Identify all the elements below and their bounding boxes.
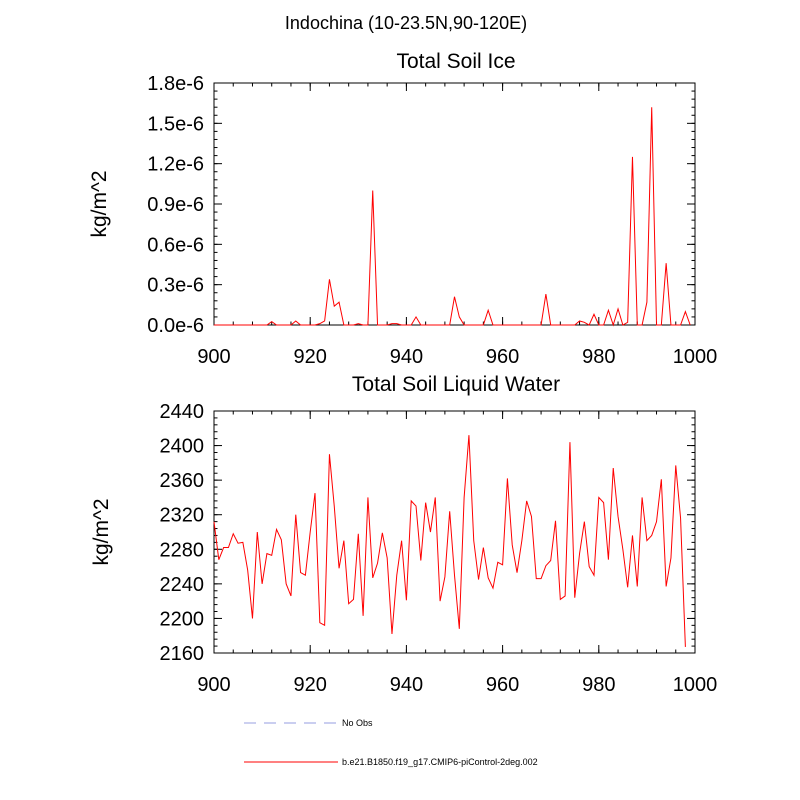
- soil-ice-x-tick-label: 1000: [673, 346, 718, 368]
- soil-ice-x-tick-label: 940: [390, 346, 423, 368]
- soil-liquid-water-series-line: [213, 435, 686, 647]
- soil-ice-x-tick-label: 980: [582, 346, 615, 368]
- soil-ice-y-tick-label: 0.9e-6: [147, 194, 204, 216]
- soil-liquid-water-y-tick-label: 2160: [160, 643, 205, 665]
- figure-title: Indochina (10-23.5N,90-120E): [285, 13, 527, 33]
- soil-liquid-water-x-tick-label: 940: [390, 674, 423, 696]
- soil-ice-y-tick-label: 1.8e-6: [147, 73, 204, 95]
- soil-liquid-water-y-tick-label: 2200: [160, 608, 205, 630]
- soil-liquid-water-y-tick-label: 2440: [160, 401, 205, 423]
- soil-ice-x-tick-label: 920: [294, 346, 327, 368]
- soil-liquid-water-y-tick-label: 2320: [160, 505, 205, 527]
- soil-liquid-water-plot-frame: [213, 410, 696, 654]
- soil-liquid-water-y-tick-label: 2240: [160, 574, 205, 596]
- soil-ice-y-tick-label: 0.3e-6: [147, 275, 204, 297]
- soil-ice-ylabel: kg/m^2: [88, 170, 111, 237]
- soil-liquid-water-y-tick-label: 2400: [160, 436, 205, 458]
- soil-liquid-water-x-tick-label: 980: [582, 674, 615, 696]
- soil-ice-x-tick-label: 960: [486, 346, 519, 368]
- soil-ice-y-tick-label: 0.6e-6: [147, 234, 204, 256]
- soil-ice-y-tick-label: 0.0e-6: [147, 315, 204, 337]
- soil-liquid-water-ylabel: kg/m^2: [90, 498, 113, 565]
- soil-ice-y-tick-label: 1.5e-6: [147, 113, 204, 135]
- legend: No Obs b.e21.B1850.f19_g17.CMIP6-piContr…: [244, 718, 538, 767]
- soil-ice-x-tick-label: 900: [197, 346, 230, 368]
- soil-ice-series-line: [214, 107, 691, 327]
- soil-liquid-water-title: Total Soil Liquid Water: [352, 373, 560, 396]
- soil-liquid-water-y-tick-label: 2360: [160, 470, 205, 492]
- soil-liquid-water-y-tick-label: 2280: [160, 539, 205, 561]
- soil-ice-plot-frame: [213, 82, 696, 326]
- soil-ice-panel: Total Soil Ice kg/m^2 900 920 940 960 980 100…: [88, 50, 717, 368]
- soil-liquid-water-x-tick-label: 920: [294, 674, 327, 696]
- soil-liquid-water-x-tick-label: 1000: [673, 674, 718, 696]
- legend-no-obs-label: No Obs: [342, 718, 373, 728]
- soil-liquid-water-panel: Total Soil Liquid Water kg/m^2 900 920 940…: [90, 373, 717, 696]
- legend-model-run-label: b.e21.B1850.f19_g17.CMIP6-piControl-2deg…: [342, 757, 538, 767]
- soil-liquid-water-plot-area: 900 920 940 960 980 1000 2160 2200 2240 2280 2320 2…: [160, 401, 718, 696]
- soil-liquid-water-x-tick-label: 900: [197, 674, 230, 696]
- soil-liquid-water-x-tick-label: 960: [486, 674, 519, 696]
- soil-ice-y-tick-label: 1.2e-6: [147, 154, 204, 176]
- soil-ice-title: Total Soil Ice: [396, 50, 515, 73]
- soil-ice-plot-area: 900 920 940 960 980 1000 0.0e-6 0.3e-6 0.6e-6 0.9…: [147, 73, 717, 368]
